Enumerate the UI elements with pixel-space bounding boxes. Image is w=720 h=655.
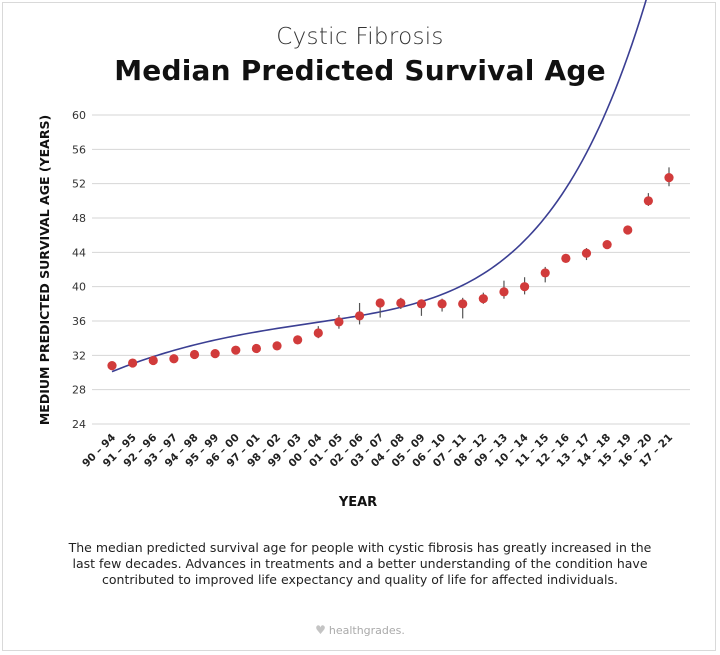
data-point	[231, 345, 241, 355]
y-tick-label: 36	[72, 315, 86, 328]
y-tick-label: 56	[72, 143, 86, 156]
data-point	[664, 173, 674, 183]
y-tick-label: 44	[72, 246, 86, 259]
error-bars	[111, 167, 670, 370]
data-point	[416, 299, 427, 309]
y-tick-label: 28	[72, 384, 86, 397]
data-point	[148, 355, 158, 366]
heart-icon: ♥	[315, 623, 326, 637]
data-point	[375, 298, 385, 308]
y-tick-label: 24	[72, 418, 86, 431]
data-point	[189, 349, 200, 360]
data-point	[169, 354, 179, 364]
trend-line	[111, 0, 647, 373]
brand-logo: ♥ healthgrades.	[0, 623, 720, 637]
trend-curve	[111, 0, 647, 373]
data-point	[602, 240, 612, 250]
x-axis-label: YEAR	[338, 495, 377, 510]
data-point	[354, 311, 365, 321]
data-point	[519, 282, 530, 292]
data-point	[396, 298, 406, 308]
data-point	[128, 358, 138, 368]
y-tick-labels: 24 28 32 36 40 44 48 52 56 60	[72, 109, 86, 431]
data-point	[210, 349, 220, 359]
chart-title: Median Predicted Survival Age	[114, 54, 606, 87]
y-tick-label: 52	[72, 178, 86, 191]
data-point	[272, 341, 282, 351]
y-axis-label: MEDIUM PREDICTED SURVIVAL AGE (YEARS)	[37, 115, 52, 425]
data-point	[643, 196, 653, 206]
data-points	[107, 173, 674, 371]
data-point	[540, 268, 550, 278]
caption-text: The median predicted survival age for pe…	[68, 540, 652, 587]
data-point	[107, 361, 117, 371]
y-tick-label: 32	[72, 349, 86, 362]
data-point	[581, 248, 592, 258]
chart-subtitle: Cystic Fibrosis	[276, 24, 444, 50]
grid-lines	[92, 114, 690, 425]
brand-text: healthgrades.	[328, 624, 405, 637]
data-point	[561, 253, 571, 263]
y-tick-label: 40	[72, 281, 86, 294]
y-tick-label: 60	[72, 109, 86, 122]
data-point	[458, 299, 468, 309]
data-point	[251, 343, 262, 354]
data-point	[313, 328, 323, 338]
data-point	[334, 317, 344, 327]
data-point	[623, 225, 633, 235]
data-point	[293, 335, 303, 345]
data-point	[478, 294, 488, 304]
y-tick-label: 48	[72, 212, 86, 225]
data-point	[437, 299, 447, 309]
data-point	[499, 287, 509, 297]
